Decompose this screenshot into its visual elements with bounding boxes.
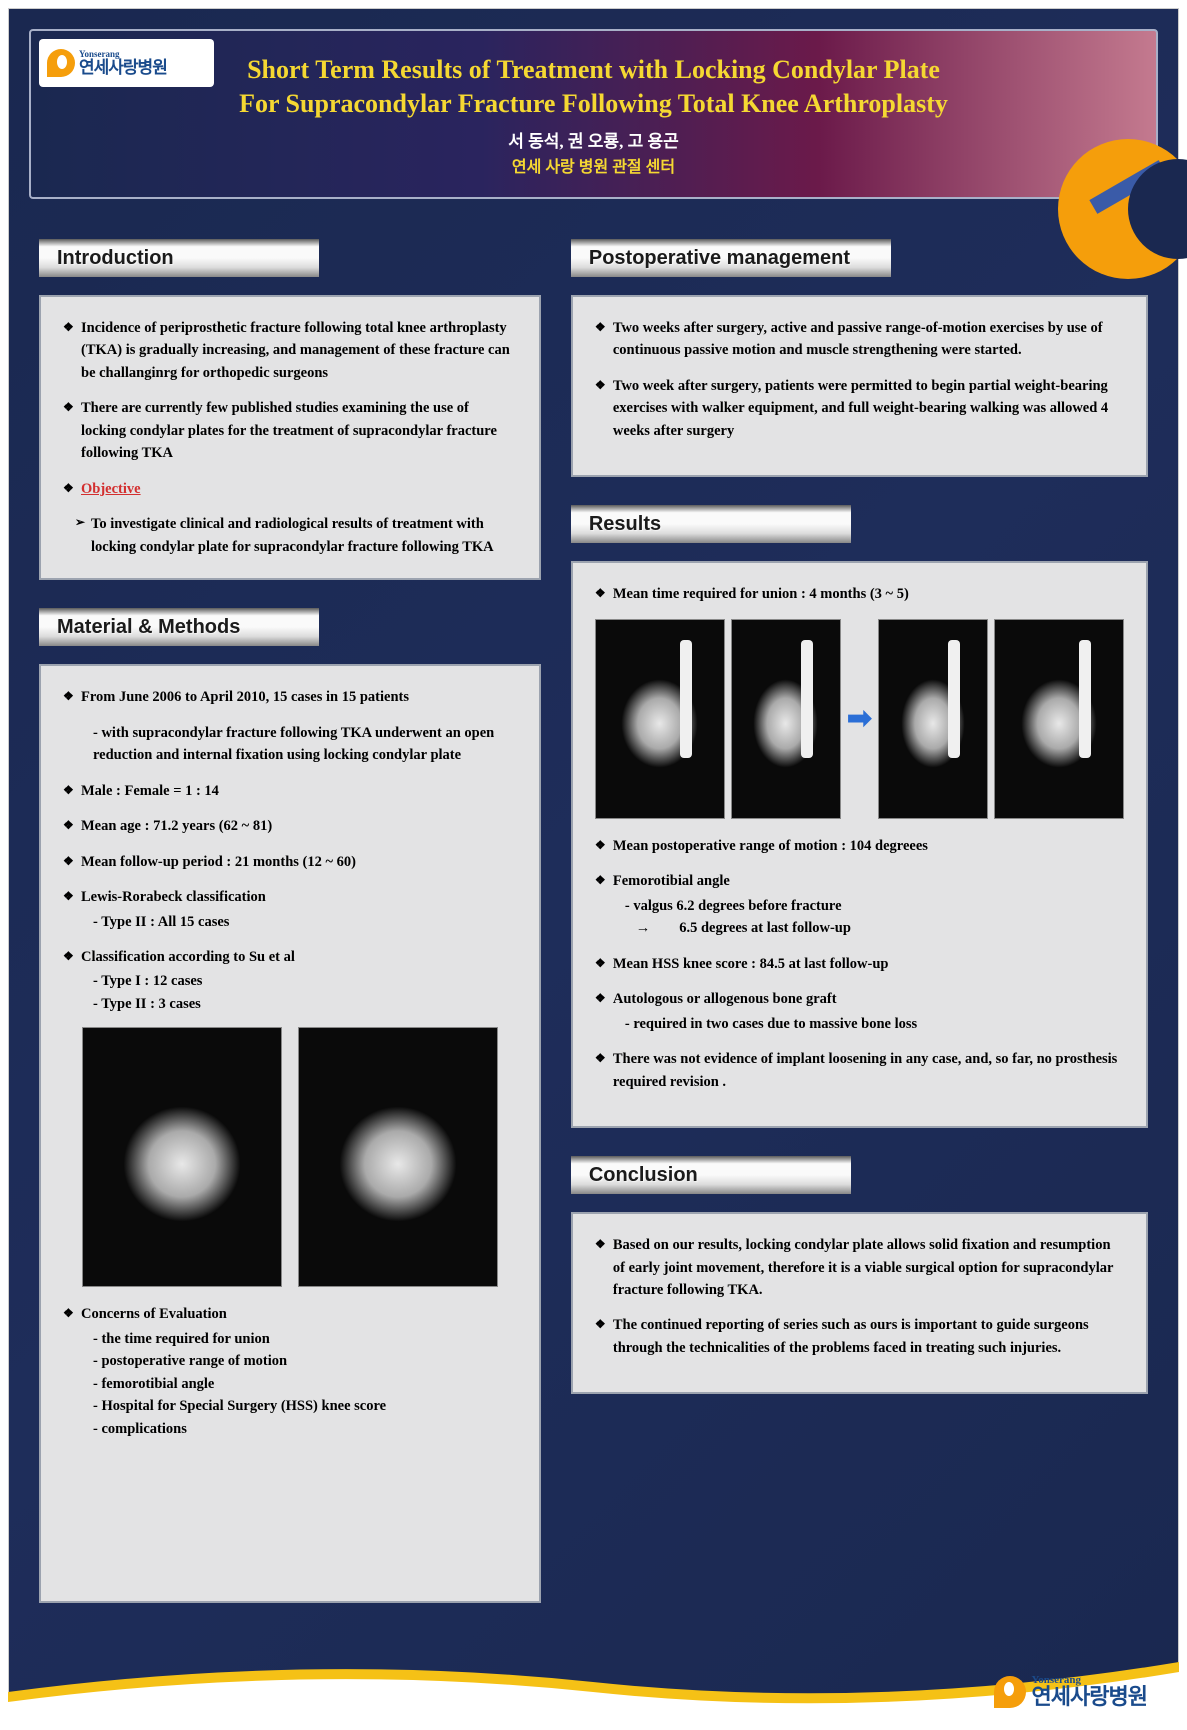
c2: The continued reporting of series such a…: [595, 1314, 1124, 1359]
xray-results-3: [878, 619, 988, 819]
logo-text: 연세사랑병원: [79, 59, 167, 76]
content-area: Introduction Incidence of periprosthetic…: [39, 239, 1148, 1631]
methods-box: From June 2006 to April 2010, 15 cases i…: [39, 664, 541, 1603]
intro-box: Incidence of periprosthetic fracture fol…: [39, 295, 541, 580]
m-item3: Mean age : 71.2 years (62 ~ 81): [63, 815, 517, 837]
intro-objective: Objective: [63, 478, 517, 500]
objective-text: To investigate clinical and radiological…: [63, 513, 517, 558]
intro-header: Introduction: [39, 239, 319, 277]
r1: Mean time required for union : 4 months …: [595, 583, 1124, 605]
left-column: Introduction Incidence of periprosthetic…: [39, 239, 541, 1631]
postop-header: Postoperative management: [571, 239, 891, 277]
affiliation: 연세 사랑 병원 관절 센터: [31, 153, 1156, 177]
footer-logo-text: 연세사랑병원: [1032, 1686, 1147, 1708]
xray-results-4: [994, 619, 1124, 819]
objective-label: Objective: [81, 481, 141, 497]
m-item4: Mean follow-up period : 21 months (12 ~ …: [63, 851, 517, 873]
m-item2: Male : Female = 1 : 14: [63, 780, 517, 802]
results-xray-row: ➡: [595, 619, 1124, 819]
intro-p2: There are currently few published studie…: [63, 397, 517, 464]
intro-p1: Incidence of periprosthetic fracture fol…: [63, 317, 517, 384]
m-item6-sub1: - Type I : 12 cases: [63, 970, 517, 992]
logo-icon: [47, 49, 75, 77]
r6: There was not evidence of implant loosen…: [595, 1048, 1124, 1093]
results-arrow-icon: ➡: [847, 696, 872, 743]
xray-methods-2: [298, 1027, 498, 1287]
r5-s: - required in two cases due to massive b…: [595, 1013, 1124, 1035]
m-item7-s3: - femorotibial angle: [63, 1373, 517, 1395]
footer-logo-icon: [994, 1676, 1026, 1708]
conclusion-header: Conclusion: [571, 1156, 851, 1194]
poster-background: Yonserang 연세사랑병원 Short Term Results of T…: [8, 8, 1179, 1722]
methods-header: Material & Methods: [39, 608, 319, 646]
footer-logo: Yonserang 연세사랑병원: [994, 1675, 1147, 1708]
xray-methods-1: [82, 1027, 282, 1287]
xray-results-1: [595, 619, 725, 819]
xray-results-2: [731, 619, 841, 819]
postop-p1: Two weeks after surgery, active and pass…: [595, 317, 1124, 362]
r3-s2: → 6.5 degrees at last follow-up: [595, 917, 1124, 939]
methods-xray-row: [63, 1027, 517, 1287]
r4: Mean HSS knee score : 84.5 at last follo…: [595, 953, 1124, 975]
r5: Autologous or allogenous bone graft: [595, 988, 1124, 1010]
r3: Femorotibial angle: [595, 870, 1124, 892]
m-item7: Concerns of Evaluation: [63, 1303, 517, 1325]
m-item6-sub2: - Type II : 3 cases: [63, 993, 517, 1015]
title-line-2: For Supracondylar Fracture Following Tot…: [31, 87, 1156, 121]
m-item7-s1: - the time required for union: [63, 1328, 517, 1350]
conclusion-box: Based on our results, locking condylar p…: [571, 1212, 1148, 1394]
header-logo: Yonserang 연세사랑병원: [39, 39, 214, 87]
authors: 서 동석, 권 오룡, 고 용곤: [31, 133, 1156, 152]
m-item6: Classification according to Su et al: [63, 946, 517, 968]
header-panel: Yonserang 연세사랑병원 Short Term Results of T…: [29, 29, 1158, 199]
m-item7-s4: - Hospital for Special Surgery (HSS) kne…: [63, 1395, 517, 1417]
postop-p2: Two week after surgery, patients were pe…: [595, 375, 1124, 442]
right-column: Postoperative management Two weeks after…: [571, 239, 1148, 1631]
m-item1: From June 2006 to April 2010, 15 cases i…: [63, 686, 517, 708]
m-item7-s5: - complications: [63, 1418, 517, 1440]
m-item7-s2: - postoperative range of motion: [63, 1350, 517, 1372]
m-item1-sub: - with supracondylar fracture following …: [63, 722, 517, 767]
c1: Based on our results, locking condylar p…: [595, 1234, 1124, 1301]
results-box: Mean time required for union : 4 months …: [571, 561, 1148, 1128]
r2: Mean postoperative range of motion : 104…: [595, 835, 1124, 857]
m-item5-sub: - Type II : All 15 cases: [63, 911, 517, 933]
postop-box: Two weeks after surgery, active and pass…: [571, 295, 1148, 477]
m-item5: Lewis-Rorabeck classification: [63, 886, 517, 908]
results-header: Results: [571, 505, 851, 543]
r3-s1: - valgus 6.2 degrees before fracture: [595, 895, 1124, 917]
